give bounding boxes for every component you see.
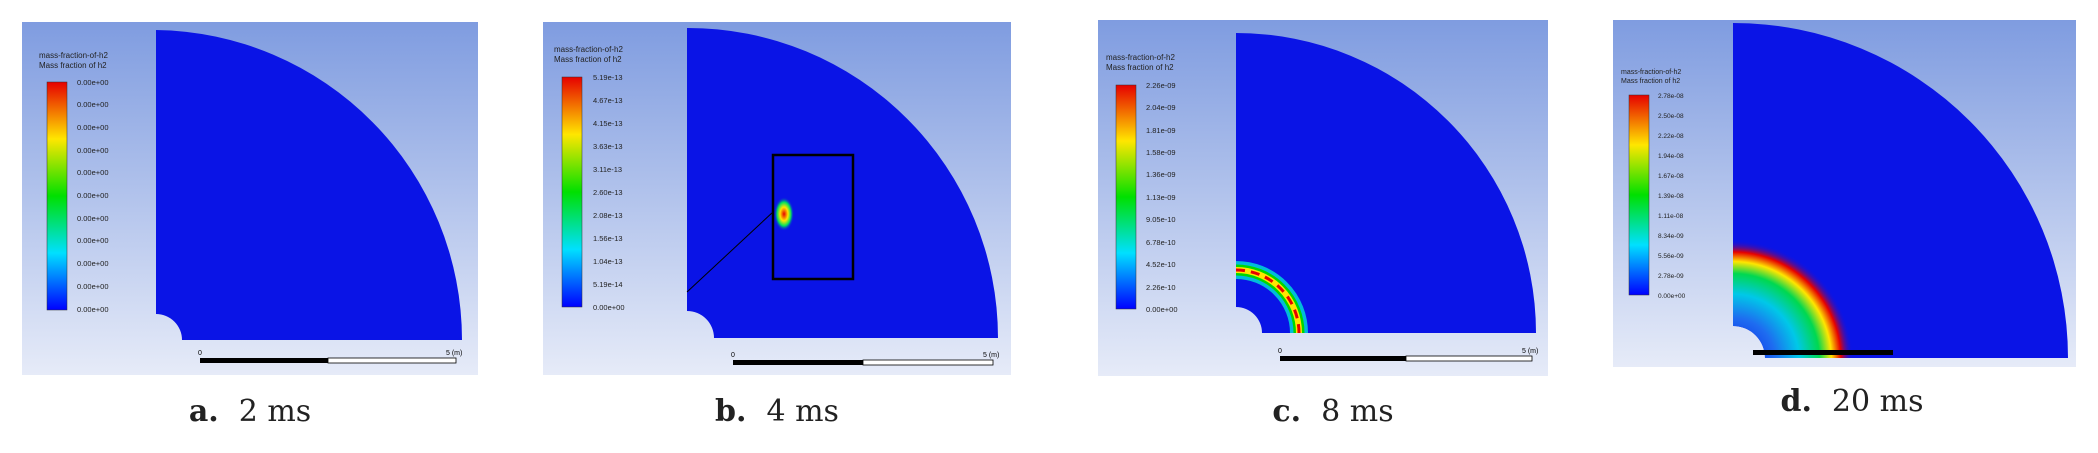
panel-c: mass-fraction-of-h2 Mass fraction of h2 … — [1098, 20, 1548, 376]
scale-start: 0 — [731, 352, 735, 359]
tick-label: 1.58e-09 — [1146, 148, 1176, 157]
legend-subtitle: Mass fraction of h2 — [554, 55, 622, 64]
tick-label: 4.52e-10 — [1146, 260, 1176, 269]
tick-label: 6.78e-10 — [1146, 238, 1176, 247]
caption-c: c. 8 ms — [1233, 394, 1433, 429]
tick-label: 0.00e+00 — [77, 305, 109, 314]
caption-letter: d. — [1780, 384, 1812, 419]
scale-bar — [1753, 350, 1893, 355]
tick-label: 5.19e-14 — [593, 280, 623, 289]
contour-plot-c: mass-fraction-of-h2 Mass fraction of h2 … — [1098, 20, 1548, 376]
legend-title: mass-fraction-of-h2 — [39, 51, 108, 60]
tick-label: 0.00e+00 — [1658, 293, 1686, 300]
caption-letter: b. — [715, 394, 747, 429]
colorbar — [1115, 84, 1137, 310]
caption-a: a. 2 ms — [150, 394, 350, 429]
h2-ring-peak — [1235, 268, 1301, 334]
caption-letter: a. — [188, 394, 219, 429]
tick-label: 9.05e-10 — [1146, 215, 1176, 224]
tick-label: 2.50e-08 — [1658, 113, 1684, 120]
scale-bar: 0 5 (m) — [1278, 348, 1538, 362]
legend-subtitle: Mass fraction of h2 — [39, 61, 107, 70]
tick-label: 2.26e-09 — [1146, 81, 1176, 90]
tick-label: 1.11e-08 — [1658, 213, 1684, 220]
tick-label: 0.00e+00 — [77, 146, 109, 155]
legend-title: mass-fraction-of-h2 — [554, 45, 623, 54]
panel-d: mass-fraction-of-h2 Mass fraction of h2 … — [1613, 20, 2076, 367]
tick-label: 0.00e+00 — [77, 259, 109, 268]
tick-label: 1.04e-13 — [593, 257, 623, 266]
tick-label: 3.63e-13 — [593, 142, 623, 151]
scale-start: 0 — [1278, 348, 1282, 355]
contour-plot-d: mass-fraction-of-h2 Mass fraction of h2 … — [1613, 20, 2076, 367]
quarter-domain — [1236, 33, 1536, 333]
tick-label: 0.00e+00 — [77, 123, 109, 132]
contour-plot-b: mass-fraction-of-h2 Mass fraction of h2 … — [543, 22, 1011, 375]
caption-letter: c. — [1272, 394, 1302, 429]
quarter-domain — [156, 30, 463, 340]
tick-label: 1.36e-09 — [1146, 170, 1176, 179]
legend-subtitle: Mass fraction of h2 — [1106, 63, 1174, 72]
tick-label: 4.67e-13 — [593, 96, 623, 105]
colorbar — [561, 76, 583, 308]
tick-label: 1.13e-09 — [1146, 193, 1176, 202]
tick-label: 2.78e-08 — [1658, 93, 1684, 100]
tick-label: 1.67e-08 — [1658, 173, 1684, 180]
tick-label: 1.81e-09 — [1146, 126, 1176, 135]
tick-label: 1.56e-13 — [593, 234, 623, 243]
scale-end: 5 (m) — [446, 350, 462, 357]
tick-label: 2.60e-13 — [593, 188, 623, 197]
tick-label: 4.15e-13 — [593, 119, 623, 128]
tick-label: 1.94e-08 — [1658, 153, 1684, 160]
caption-b: b. 4 ms — [677, 394, 877, 429]
tick-label: 0.00e+00 — [77, 282, 109, 291]
quarter-domain — [687, 27, 998, 338]
tick-label: 8.34e-09 — [1658, 233, 1684, 240]
tick-label: 5.19e-13 — [593, 73, 623, 82]
scale-bar: 0 5 (m) — [731, 352, 999, 366]
tick-label: 2.26e-10 — [1146, 283, 1176, 292]
tick-label: 0.00e+00 — [77, 236, 109, 245]
zoom-box — [771, 153, 855, 281]
caption-time: 4 ms — [766, 394, 839, 429]
colorbar — [1628, 94, 1650, 296]
tick-label: 0.00e+00 — [77, 214, 109, 223]
tick-label: 5.56e-09 — [1658, 253, 1684, 260]
tick-label: 2.22e-08 — [1658, 133, 1684, 140]
caption-d: d. 20 ms — [1742, 384, 1962, 419]
caption-time: 20 ms — [1831, 384, 1924, 419]
scale-end: 5 (m) — [1522, 348, 1538, 355]
tick-label: 3.11e-13 — [593, 165, 622, 174]
tick-label: 0.00e+00 — [593, 303, 625, 312]
tick-label: 2.04e-09 — [1146, 103, 1176, 112]
legend-title: mass-fraction-of-h2 — [1106, 53, 1175, 62]
scale-start: 0 — [198, 350, 202, 357]
tick-label: 1.39e-08 — [1658, 193, 1684, 200]
scale-bar: 0 5 (m) — [198, 350, 462, 364]
panel-b: mass-fraction-of-h2 Mass fraction of h2 … — [543, 22, 1011, 375]
caption-time: 2 ms — [238, 394, 312, 429]
h2-release-spot — [774, 197, 794, 231]
tick-label: 2.08e-13 — [593, 211, 623, 220]
panel-a: mass-fraction-of-h2 Mass fraction of h2 … — [22, 22, 478, 375]
legend-subtitle: Mass fraction of h2 — [1621, 78, 1680, 85]
colorbar — [46, 81, 68, 311]
tick-label: 0.00e+00 — [77, 78, 109, 87]
tick-label: 0.00e+00 — [77, 100, 109, 109]
tick-label: 0.00e+00 — [77, 191, 109, 200]
tick-label: 0.00e+00 — [77, 168, 109, 177]
tick-label: 0.00e+00 — [1146, 305, 1178, 314]
tick-label: 2.78e-09 — [1658, 273, 1684, 280]
scale-end: 5 (m) — [983, 352, 999, 359]
zoom-leader-line — [686, 211, 774, 293]
contour-plot-a: mass-fraction-of-h2 Mass fraction of h2 … — [22, 22, 478, 375]
caption-time: 8 ms — [1321, 394, 1394, 429]
h2-plume — [1733, 230, 1861, 358]
legend-title: mass-fraction-of-h2 — [1621, 69, 1681, 76]
